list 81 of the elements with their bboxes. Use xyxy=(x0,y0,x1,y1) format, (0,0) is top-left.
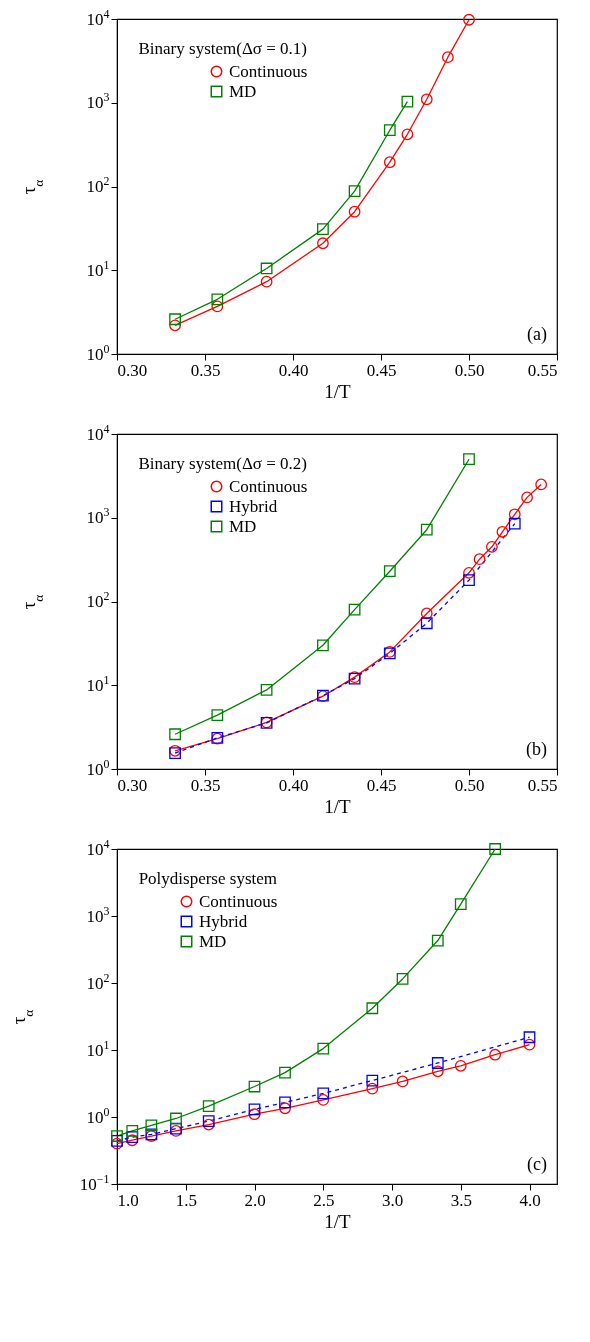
point xyxy=(248,1108,261,1121)
point xyxy=(202,1115,215,1127)
point xyxy=(170,1112,182,1125)
x-tick-label: 0.35 xyxy=(190,775,221,795)
y-tick-label: 10$^{4}$ xyxy=(86,421,110,444)
x-tick-label: 0.50 xyxy=(454,775,485,795)
point xyxy=(366,1074,379,1087)
x-tick-label: 2.0 xyxy=(244,1190,266,1210)
y-tick-label: 10$^{2}$ xyxy=(86,174,110,196)
point xyxy=(317,1087,330,1100)
x-tick-label: 0.45 xyxy=(366,360,397,380)
legend-label: Continuous xyxy=(229,61,308,81)
x-tick-label: 0.40 xyxy=(278,360,309,380)
y-tick-label: 10$^{−1}$ xyxy=(79,1171,110,1194)
x-tick-label: 0.50 xyxy=(454,360,485,380)
legend-label: MD xyxy=(229,81,257,101)
x-axis-title: 1/T xyxy=(324,1210,352,1232)
legend-label: MD xyxy=(199,931,227,951)
x-tick-label: 1.5 xyxy=(175,1190,197,1210)
y-tick-label: 10$^{0}$ xyxy=(86,756,110,779)
x-tick-label: 0.35 xyxy=(190,360,221,380)
x-tick-label: 3.5 xyxy=(450,1190,472,1210)
y-tick-label: 10$^{0}$ xyxy=(86,341,110,364)
x-axis-title: 1/T xyxy=(324,380,352,402)
point xyxy=(454,898,467,911)
x-tick-label: 0.40 xyxy=(278,775,309,795)
point xyxy=(126,1125,139,1137)
point xyxy=(454,1059,467,1072)
point xyxy=(396,1075,409,1088)
x-tick-label: 0.45 xyxy=(366,775,397,795)
y-tick-label: 10$^{1}$ xyxy=(86,672,110,695)
point xyxy=(431,934,444,947)
x-tick-label: 0.30 xyxy=(117,775,148,795)
annotation: (a) xyxy=(527,324,547,345)
point xyxy=(317,1094,330,1106)
point xyxy=(248,1080,261,1093)
point xyxy=(431,1065,444,1078)
y-tick-label: 10$^{2}$ xyxy=(86,589,110,611)
point xyxy=(396,973,409,985)
y-tick-label: 10$^{3}$ xyxy=(86,903,110,926)
point xyxy=(279,1096,291,1109)
point xyxy=(202,1100,215,1113)
point xyxy=(248,1103,261,1116)
legend-label: Hybrid xyxy=(229,496,278,516)
x-tick-label: 0.55 xyxy=(527,775,558,795)
y-tick-label: 10$^{4}$ xyxy=(86,6,110,29)
point xyxy=(145,1119,158,1132)
annotation: (c) xyxy=(527,1154,547,1175)
point xyxy=(317,1042,330,1055)
legend-title: Binary system(Δσ = 0.2) xyxy=(138,454,307,473)
point xyxy=(489,843,502,855)
point xyxy=(431,1057,444,1069)
point xyxy=(489,1048,502,1061)
legend-label: Hybrid xyxy=(199,911,248,931)
point xyxy=(366,1002,379,1015)
legend-title: Binary system(Δσ = 0.1) xyxy=(138,39,307,58)
legend-title: Polydisperse system xyxy=(138,869,277,888)
y-tick-label: 10$^{1}$ xyxy=(86,257,110,280)
x-tick-label: 0.30 xyxy=(117,360,148,380)
legend-label: Continuous xyxy=(199,891,278,911)
x-tick-label: 4.0 xyxy=(519,1190,541,1210)
x-tick-label: 0.55 xyxy=(527,360,558,380)
point xyxy=(279,1066,291,1079)
point xyxy=(279,1102,291,1115)
point xyxy=(523,1031,536,1044)
point xyxy=(523,1038,536,1051)
x-tick-label: 2.5 xyxy=(313,1190,335,1210)
point xyxy=(366,1082,379,1095)
y-tick-label: 10$^{3}$ xyxy=(86,505,110,528)
x-tick-label: 1.0 xyxy=(117,1190,139,1210)
x-axis-title: 1/T xyxy=(324,795,352,817)
y-tick-label: 10$^{3}$ xyxy=(86,90,110,113)
annotation: (b) xyxy=(526,739,547,760)
y-tick-label: 10$^{2}$ xyxy=(86,970,110,993)
legend-label: Continuous xyxy=(229,476,308,496)
y-tick-label: 10$^{0}$ xyxy=(86,1104,110,1127)
legend-label: MD xyxy=(229,516,257,536)
y-tick-label: 10$^{4}$ xyxy=(86,836,110,859)
point xyxy=(111,1130,123,1142)
x-tick-label: 3.0 xyxy=(381,1190,404,1210)
y-tick-label: 10$^{1}$ xyxy=(86,1037,110,1060)
